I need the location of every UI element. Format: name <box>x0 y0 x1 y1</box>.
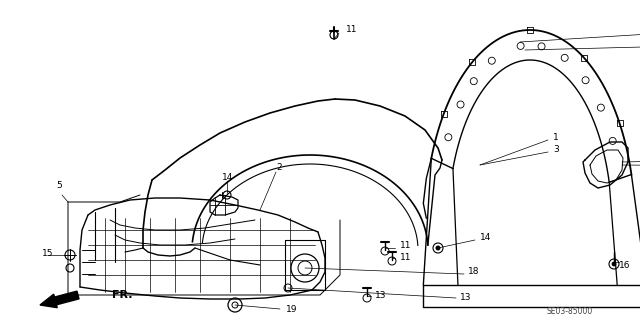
Text: 11: 11 <box>346 25 358 33</box>
Circle shape <box>436 246 440 250</box>
Text: 11: 11 <box>400 254 412 263</box>
Text: 2: 2 <box>276 162 282 172</box>
Circle shape <box>612 262 616 266</box>
Text: FR.: FR. <box>112 290 132 300</box>
Text: 13: 13 <box>460 293 472 302</box>
Text: 13: 13 <box>375 292 387 300</box>
Text: 19: 19 <box>286 305 298 314</box>
Text: 18: 18 <box>468 268 479 277</box>
Text: 3: 3 <box>553 145 559 154</box>
FancyArrow shape <box>40 291 79 308</box>
Text: 11: 11 <box>400 241 412 249</box>
Text: 5: 5 <box>56 181 61 189</box>
Text: SE03-85000: SE03-85000 <box>547 308 593 316</box>
Text: 1: 1 <box>553 133 559 143</box>
Text: 15: 15 <box>42 249 54 257</box>
Text: 14: 14 <box>222 173 234 182</box>
Text: 16: 16 <box>619 261 630 270</box>
Text: 14: 14 <box>480 233 492 241</box>
